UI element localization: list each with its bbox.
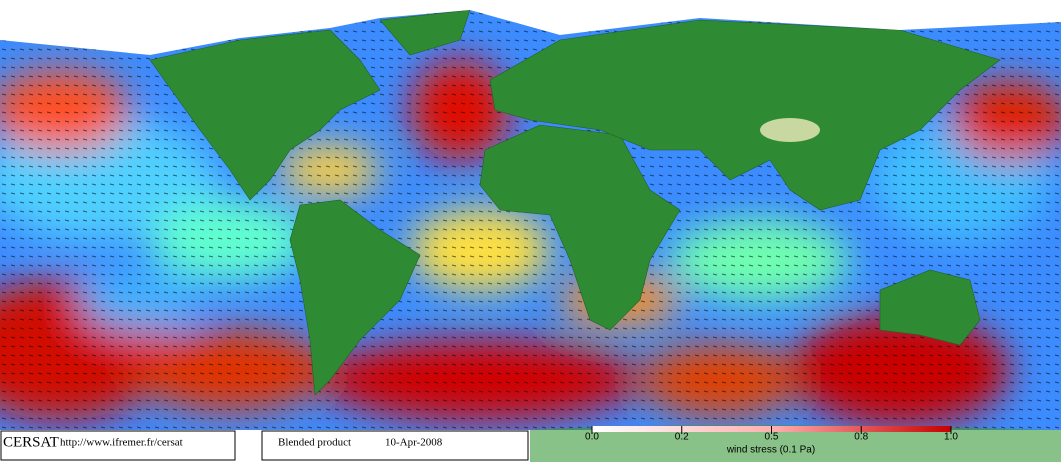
- colorbar-tick-label: 0.2: [675, 432, 689, 443]
- product: Blended product: [278, 437, 351, 449]
- colorbar-label: wind stress (0.1 Pa): [726, 445, 815, 456]
- date: 10-Apr-2008: [385, 437, 443, 449]
- url: http://www.ifremer.fr/cersat: [60, 437, 183, 449]
- wind-map: [0, 0, 1061, 430]
- colorbar-tick-label: 0.8: [854, 432, 868, 443]
- source-box: [0, 430, 236, 461]
- antarctica: [530, 425, 1061, 462]
- colorbar-tick-label: 0.0: [585, 432, 599, 443]
- colorbar-tick-label: 1.0: [944, 432, 958, 443]
- source: CERSAT: [3, 434, 59, 450]
- colorbar-tick-label: 0.5: [765, 432, 779, 443]
- product-box: [261, 430, 529, 461]
